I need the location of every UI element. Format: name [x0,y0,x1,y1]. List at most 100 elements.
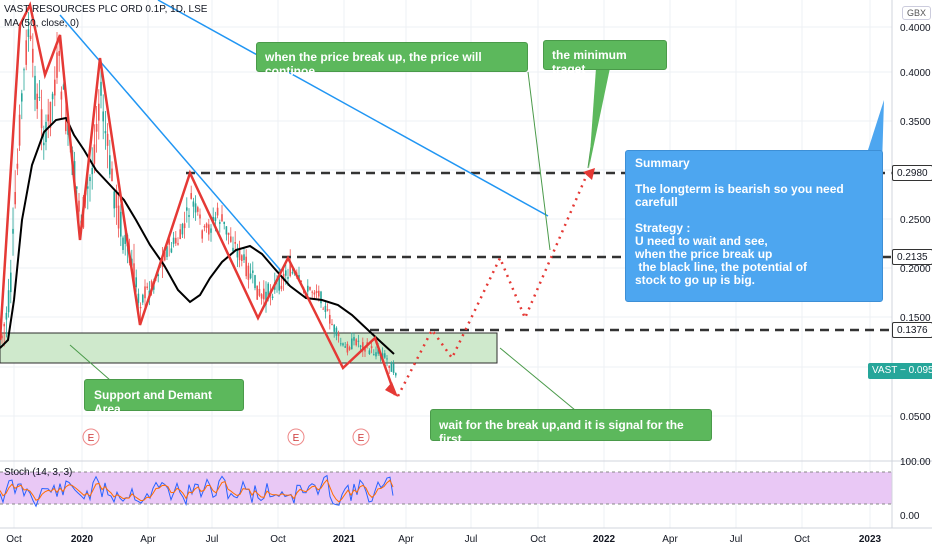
candle [124,235,126,244]
candle [179,229,181,240]
candle [10,272,12,293]
candle [348,347,351,350]
candle [267,283,269,298]
callout-break-up[interactable]: when the price break up, the price will … [256,42,528,78]
candle [21,93,23,102]
candle [388,365,390,368]
y-tick-label: 0.0500 [900,412,931,423]
candle [32,48,34,63]
candle [1,335,3,339]
y-tick-label: 0.2500 [900,215,931,226]
red-arrow-head [385,382,398,397]
y-tick-label: 0.1500 [900,313,931,324]
candle [144,286,146,299]
currency-badge[interactable]: GBX [902,6,932,20]
candle [260,294,263,299]
candle [320,291,322,304]
support-zone[interactable] [0,332,498,364]
candle [135,277,137,288]
stoch-tick-label: 100.00 [900,457,931,468]
x-tick-label: 2023 [859,534,882,545]
candle [353,337,355,341]
earnings-marker[interactable]: E [352,428,370,446]
ma-legend[interactable]: MA (50, close, 0) [4,18,80,29]
stoch-legend[interactable]: Stoch (14, 3, 3) [4,467,73,478]
candle [65,119,67,132]
x-tick-label: Oct [794,534,810,545]
stoch-tick-label: 0.00 [900,511,920,522]
candle [311,291,313,293]
candle [190,193,192,199]
candle [212,216,214,222]
candle [150,281,153,288]
candle [370,346,373,349]
symbol-title[interactable]: VAST RESOURCES PLC ORD 0.1P, 1D, LSE [4,4,208,15]
candle [263,288,265,300]
candle [106,133,109,146]
candle [313,292,316,295]
candle [271,296,274,299]
candle [357,340,360,342]
blue-trendline-lower[interactable] [59,14,283,273]
stoch-band [0,472,892,504]
svg-text:E: E [88,433,95,444]
candle [93,144,96,164]
candle [252,270,254,273]
candle [56,52,58,78]
callout-summary[interactable]: Summary The longterm is bearish so you n… [625,150,883,302]
candle [40,109,43,129]
candle [359,345,362,347]
x-tick-label: Apr [662,534,678,545]
candle [225,226,228,235]
candle [183,223,186,229]
candle [60,91,63,100]
x-tick-label: Oct [530,534,546,545]
strategy-line: the black line, the potential of [635,260,808,274]
x-tick-label: Jul [465,534,478,545]
candle [199,214,201,219]
candle [238,247,241,261]
candle [166,246,168,258]
candle [29,35,32,40]
candle [219,222,221,224]
candle [227,232,230,235]
grid-lines [0,0,892,528]
candle [139,306,142,309]
x-tick-label: Apr [140,534,156,545]
candle [342,343,344,346]
candle [58,50,60,56]
candle [223,221,225,225]
candle [192,201,195,207]
candle [7,290,10,313]
candle [78,200,80,212]
candle [355,339,357,346]
y-axis: 0.4000 0.4000 0.3500 0.2500 0.2000 0.150… [900,23,931,522]
candle [102,111,104,122]
pointer-support [69,344,111,381]
ma-50-line [0,116,395,355]
callout-wait-signal[interactable]: wait for the break up,and it is signal f… [430,409,712,446]
candle [43,142,45,146]
red-zigzag[interactable] [0,1,397,396]
x-axis: Oct 2020 Apr Jul Oct 2021 Apr Jul Oct 20… [6,534,881,545]
price-tag-last: VAST − 0.0950 [868,363,932,379]
candle [168,238,170,245]
callout-min-target[interactable]: the minimum traget [543,40,667,76]
svg-text:E: E [293,433,300,444]
earnings-marker[interactable]: E [82,428,100,446]
earnings-marker[interactable]: E [287,428,305,446]
callout-support[interactable]: Support and Demant Area [84,379,244,416]
candle [221,214,223,222]
candle [157,274,159,277]
candle [14,191,16,205]
candle [16,163,19,169]
blue-trendline-upper[interactable] [157,0,549,217]
candle [23,69,25,71]
candle [285,270,287,276]
candle [100,81,102,96]
candle [62,84,65,90]
candle [247,265,250,280]
candle [27,29,30,37]
candle [12,228,14,234]
candle [232,247,234,252]
